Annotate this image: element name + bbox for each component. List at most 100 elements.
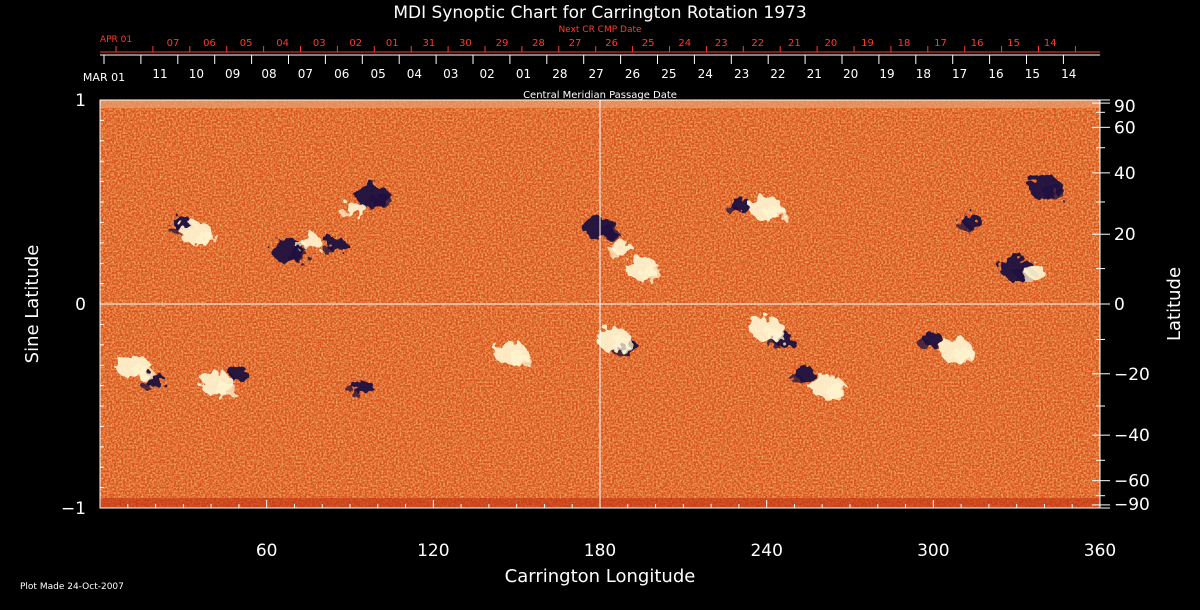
next-cr-date-label: 03 [313,38,326,49]
negative-region-fragment [957,221,970,231]
y-tick-label-right: −20 [1114,365,1150,385]
next-cr-date-label: 22 [751,38,764,49]
x-axis: 60 120 180 240 300 360 [127,500,1116,561]
x-tick-label: 240 [750,541,782,561]
negative-region-fragment [348,387,361,397]
positive-region-fragment [509,351,531,366]
cmp-date-label: 10 [189,67,204,81]
chart-title: MDI Synoptic Chart for Carrington Rotati… [393,3,806,23]
y-tick-label-right: 0 [1114,295,1125,315]
y-axis-label-right: Latitude [1164,267,1185,341]
next-cr-date-label: 14 [1044,38,1057,49]
positive-region-fragment [296,241,309,251]
cmp-date-label: 14 [1061,67,1076,81]
cmp-date-label: 06 [334,67,349,81]
next-cr-date-label: 01 [386,38,399,49]
positive-region-fragment [765,326,786,342]
next-cr-date-label: 31 [422,38,435,49]
cmp-date-label: 01 [516,67,531,81]
positive-region-fragment [607,248,620,257]
cmp-date-label: 03 [443,67,458,81]
negative-region-fragment [321,245,334,254]
next-cr-date-label: 06 [203,38,216,49]
plot-area [100,100,1100,508]
negative-region-fragment [371,193,392,209]
y-tick-label-right: 40 [1114,164,1136,184]
cmp-date-label: 15 [1025,67,1040,81]
negative-region-fragment [168,225,181,234]
y-tick-label-right: 90 [1114,97,1136,117]
negative-region-fragment [1043,184,1064,200]
next-cr-axis: 07 06 05 04 03 02 01 31 30 29 28 27 26 25 24 23 22 21 20 19… [100,38,1100,53]
y-tick-label-right: 20 [1114,225,1136,245]
cmp-date-label: 26 [625,67,640,81]
next-cr-date-label: 30 [459,38,472,49]
next-cr-date-label: 23 [715,38,728,49]
x-tick-label: 180 [584,541,616,561]
x-tick-label: 360 [1084,541,1116,561]
next-cr-date-label: 17 [934,38,947,49]
cmp-date-label: 07 [298,67,313,81]
positive-region-fragment [196,232,217,247]
positive-region-fragment [1021,272,1034,282]
cmp-date-label: 04 [407,67,422,81]
positive-region-fragment [340,209,353,218]
next-cr-date-label: 05 [240,38,253,49]
y-tick-label-right: −40 [1114,426,1150,446]
negative-region-fragment [598,225,620,240]
next-cr-date-label: 21 [788,38,801,49]
next-cr-date-label: 18 [898,38,911,49]
x-tick-label: 60 [256,541,278,561]
next-cr-month-label: APR 01 [100,35,132,45]
next-cr-date-label: 15 [1007,38,1020,49]
negative-region-fragment [140,381,153,390]
next-cr-axis-label: Next CR CMP Date [558,25,642,35]
next-cr-date-label: 24 [678,38,691,49]
y-tick-label-right: 60 [1114,118,1136,138]
cmp-date-label: 28 [552,67,567,81]
negative-region-fragment [768,340,781,349]
cmp-date-label: 02 [480,67,495,81]
next-cr-date-label: 26 [605,38,618,49]
negative-region-fragment [287,249,309,264]
negative-region-fragment [918,340,931,349]
cmp-date-label: 23 [734,67,749,81]
positive-region-fragment [640,266,661,281]
cmp-axis-label: Central Meridian Passage Date [523,90,677,101]
cmp-date-label: 21 [807,67,822,81]
y-tick-label-left: 1 [75,91,86,111]
positive-region-fragment [215,381,236,396]
positive-region-fragment [612,337,634,352]
y-tick-label-right: −90 [1114,495,1150,515]
active-regions [116,174,1064,400]
cmp-date-axis: 11 10 09 08 07 06 05 04 03 02 01 28 27 26 25 24 23 22 21 20… [100,54,1100,81]
cmp-date-label: 11 [152,67,167,81]
cmp-date-label: 09 [225,67,240,81]
positive-region-fragment [826,384,847,400]
x-tick-label: 120 [417,541,449,561]
cmp-date-label: 17 [952,67,967,81]
cmp-date-label: 08 [261,67,276,81]
cmp-month-label: MAR 01 [83,71,125,84]
plot-made-label: Plot Made 24-Oct-2007 [20,582,124,592]
cmp-date-label: 22 [770,67,785,81]
x-axis-label: Carrington Longitude [505,566,696,587]
negative-region-fragment [726,205,739,215]
next-cr-date-label: 29 [496,38,509,49]
next-cr-date-label: 25 [642,38,655,49]
next-cr-date-label: 20 [825,38,838,49]
cmp-date-label: 24 [698,67,713,81]
next-cr-date-label: 16 [971,38,984,49]
y-axis-label-left: Sine Latitude [22,245,43,364]
cmp-date-label: 27 [589,67,604,81]
y-tick-label-right: −60 [1114,472,1150,492]
cmp-date-label: 16 [988,67,1003,81]
cmp-date-label: 05 [370,67,385,81]
next-cr-date-label: 02 [349,38,362,49]
next-cr-date-label: 27 [569,38,582,49]
y-tick-label-left: 0 [75,295,86,315]
next-cr-date-label: 04 [276,38,289,49]
cmp-date-label: 18 [916,67,931,81]
